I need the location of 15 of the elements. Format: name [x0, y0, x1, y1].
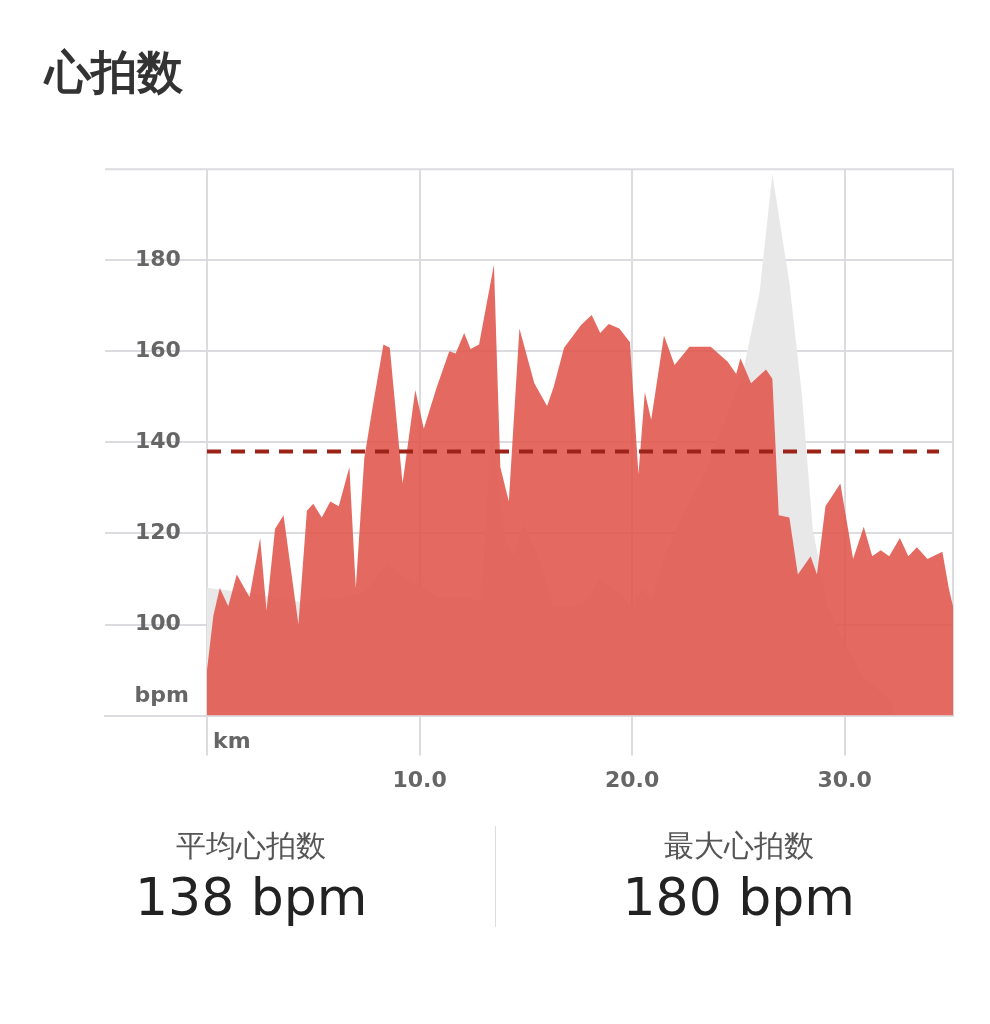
y-tick-label: 160	[135, 337, 181, 363]
x-tick-label: 10.0	[392, 766, 447, 792]
x-axis-title: km	[213, 728, 251, 754]
y-tick-label: 100	[135, 610, 181, 636]
text: 平均心拍数	[175, 827, 328, 865]
chart-title: 心拍数	[42, 44, 184, 101]
x-tick-label: 20.0	[604, 766, 660, 792]
y-tick-label: 140	[135, 428, 181, 454]
text: 最大心拍数	[662, 827, 815, 865]
text: 180 bpm	[621, 867, 856, 927]
y-axis-title: bpm	[134, 682, 190, 708]
text: 138 bpm	[134, 867, 369, 927]
x-tick-label: 30.0	[817, 766, 872, 792]
y-tick-label: 180	[135, 245, 181, 271]
y-tick-label: 120	[135, 519, 181, 545]
